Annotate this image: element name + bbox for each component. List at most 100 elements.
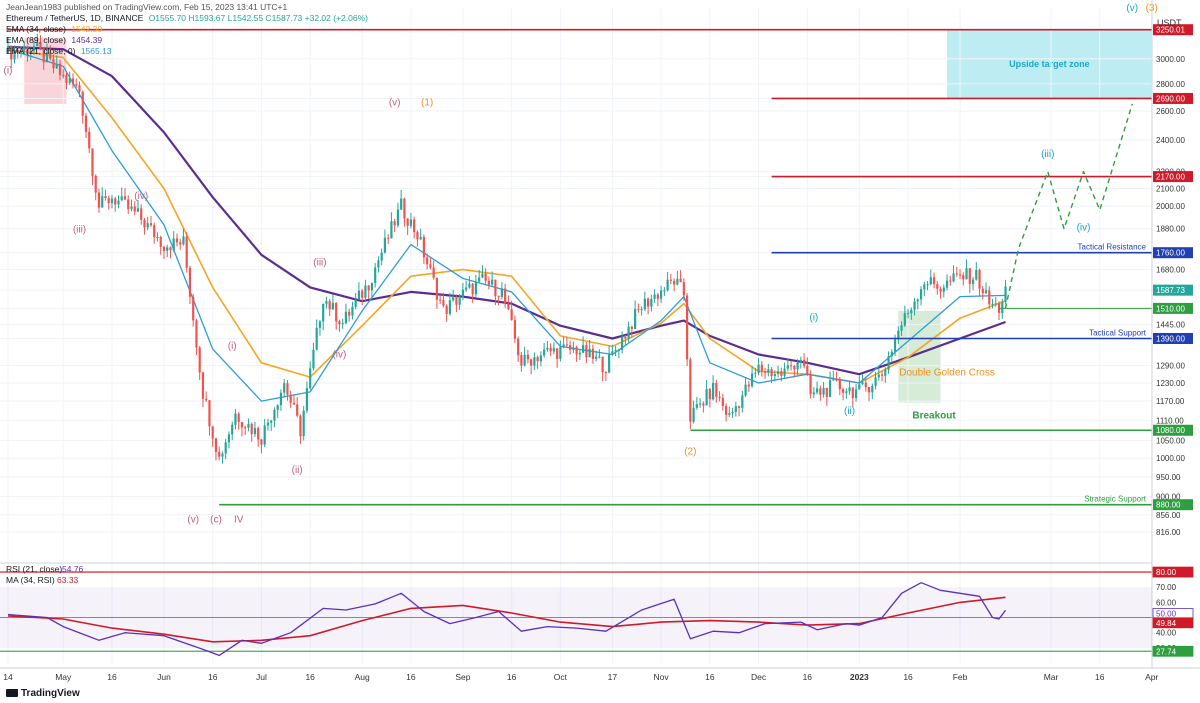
candle-body	[773, 374, 776, 377]
candle-body	[598, 356, 601, 358]
candle-body	[195, 320, 198, 348]
price-badge	[1153, 247, 1193, 259]
candle-body	[724, 405, 728, 415]
candle-body	[975, 269, 978, 280]
candle-body	[487, 280, 490, 285]
candle-body	[913, 301, 916, 310]
candle-body	[523, 354, 526, 366]
wave-label: Double Golden Cross	[899, 368, 995, 379]
legend-ema-fast-value: 1565.13	[80, 46, 112, 56]
candle-body	[335, 302, 338, 322]
candle-body	[510, 309, 513, 321]
candle-body	[481, 273, 484, 278]
candle-body	[101, 196, 104, 208]
legend-ema89[interactable]: EMA (89, close) 1454.39	[6, 35, 102, 45]
candle-body	[114, 198, 117, 205]
candle-body	[958, 274, 962, 276]
candle-body	[780, 371, 783, 376]
candle-body	[396, 209, 400, 226]
candle-body	[263, 425, 266, 445]
candle-body	[208, 400, 211, 427]
candle-body	[698, 403, 702, 405]
candle-body	[744, 384, 747, 396]
candle-body	[84, 115, 88, 132]
candle-body	[900, 325, 903, 331]
wave-label: (c)	[210, 514, 222, 525]
legend-ema-fast[interactable]: EMA (21, close, 0) 1565.13	[6, 46, 112, 56]
candle-body	[903, 313, 906, 326]
rsi-ma-legend-label: MA (34, RSI)	[6, 575, 55, 585]
candle-body	[533, 357, 536, 366]
price-badge-label: 1760.00	[1156, 249, 1185, 258]
symbol-header: Ethereum / TetherUS, 1D, BINANCE O1555.7…	[6, 13, 368, 23]
candle-body	[240, 422, 244, 428]
rsi-tick-label: 40.00	[1156, 629, 1177, 638]
candle-body	[767, 369, 770, 373]
candle-body	[253, 428, 257, 435]
indicator-lines-layer	[7, 45, 1006, 402]
candle-body	[123, 196, 127, 200]
price-tick-label: 2000.00	[1156, 202, 1185, 211]
candle-body	[802, 359, 806, 366]
candle-body	[660, 290, 663, 299]
candle-body	[247, 423, 250, 428]
time-tick-label: 16	[107, 672, 117, 682]
candle-body	[231, 424, 234, 435]
price-tick-label: 2100.00	[1156, 184, 1185, 193]
candle-body	[104, 196, 107, 199]
rsi-ma-legend-value: 63.33	[57, 575, 79, 585]
time-tick-label: 16	[406, 672, 416, 682]
candle-body	[1004, 286, 1007, 302]
candle-body	[75, 84, 78, 86]
candle-body	[854, 389, 858, 399]
candle-body	[19, 50, 23, 53]
candle-body	[799, 359, 802, 363]
candle-body	[497, 296, 500, 298]
candle-body	[71, 78, 75, 85]
price-tick-label: 1445.00	[1156, 320, 1185, 329]
wave-label: (v)	[187, 514, 199, 525]
candle-body	[211, 426, 214, 439]
ema-fast-line	[7, 48, 1006, 402]
candle-body	[250, 423, 253, 435]
candle-body	[292, 402, 296, 405]
price-tick-label: 2800.00	[1156, 80, 1185, 89]
time-tick-label: Aug	[355, 672, 370, 682]
candle-body	[643, 298, 646, 310]
candle-body	[971, 279, 975, 284]
price-tick-label: 1050.00	[1156, 436, 1185, 445]
rsi-level-badge-label: 27.74	[1156, 647, 1177, 656]
candle-body	[705, 388, 708, 406]
candle-body	[107, 198, 110, 204]
candle-body	[29, 50, 32, 54]
candle-body	[10, 45, 13, 60]
candle-body	[484, 273, 487, 281]
candle-body	[227, 434, 231, 443]
price-badge-label: 1390.00	[1156, 335, 1185, 344]
candle-body	[257, 428, 260, 440]
wave-label: (iv)	[332, 349, 346, 360]
candle-body	[312, 349, 315, 369]
candle-body	[367, 285, 370, 291]
candle-body	[893, 339, 897, 352]
rsi-legend-value: 54.76	[62, 564, 84, 574]
candle-body	[348, 311, 351, 316]
candle-body	[702, 403, 705, 406]
candle-body	[315, 327, 318, 350]
wave-label: (iv)	[134, 191, 148, 202]
candle-body	[45, 52, 49, 63]
rsi-level-badge	[1152, 566, 1194, 578]
candle-body	[734, 406, 737, 412]
candle-body	[835, 379, 838, 381]
candle-body	[273, 409, 276, 421]
price-tick-label: 1290.00	[1156, 362, 1185, 371]
candle-body	[562, 344, 565, 348]
legend-ema34[interactable]: EMA (34, close) 1542.30	[6, 24, 102, 34]
candle-body	[120, 196, 123, 201]
candle-body	[88, 131, 91, 149]
candle-body	[78, 85, 81, 92]
candle-body	[715, 383, 718, 397]
legend-ema89-value: 1454.39	[71, 35, 103, 45]
wave-label: (i)	[4, 66, 13, 77]
candle-body	[565, 344, 568, 346]
